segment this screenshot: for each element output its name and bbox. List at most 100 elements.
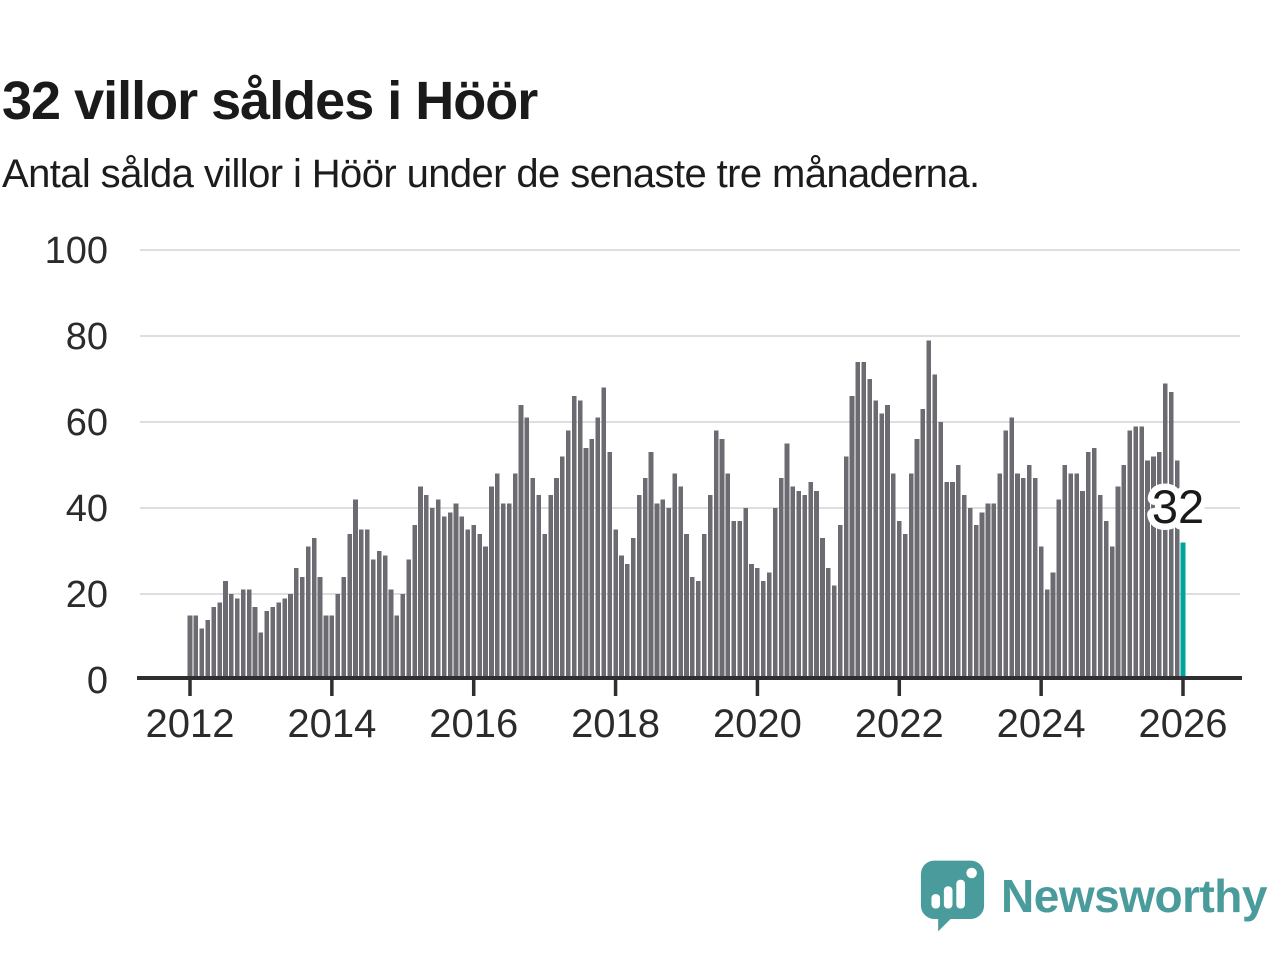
bar xyxy=(713,430,719,680)
bar xyxy=(755,568,760,680)
bar xyxy=(506,503,512,680)
x-axis-label-2022: 2022 xyxy=(855,702,944,746)
bar xyxy=(323,615,329,680)
bar xyxy=(554,477,559,680)
bar xyxy=(831,585,837,680)
bar xyxy=(270,606,276,680)
bar xyxy=(973,525,979,680)
x-tick-2014 xyxy=(330,680,334,696)
bar xyxy=(1050,572,1056,680)
bar xyxy=(453,503,459,680)
bar xyxy=(826,568,831,680)
bar xyxy=(536,495,542,680)
x-axis-label-2024: 2024 xyxy=(997,702,1086,746)
bar xyxy=(1003,430,1008,680)
gridline-y20 xyxy=(140,593,1240,595)
bar xyxy=(400,594,406,680)
x-tick-2024 xyxy=(1039,680,1043,696)
bar xyxy=(282,598,287,680)
bar xyxy=(223,581,228,680)
y-axis-label-0: 0 xyxy=(87,660,108,702)
bar xyxy=(234,598,240,680)
bar xyxy=(205,619,211,680)
bar xyxy=(264,611,270,680)
x-tick-2016 xyxy=(471,680,476,696)
bar xyxy=(394,615,400,680)
bar xyxy=(388,589,394,680)
bar xyxy=(518,404,524,680)
bar xyxy=(625,563,630,680)
y-axis-label-40: 40 xyxy=(66,488,108,530)
bar xyxy=(642,477,648,680)
bar xyxy=(305,546,311,680)
bar xyxy=(707,495,713,680)
bar xyxy=(217,602,222,680)
bar xyxy=(1027,465,1032,680)
bar xyxy=(932,374,938,680)
latest-value-label: 32 xyxy=(1152,480,1204,533)
bar xyxy=(435,499,441,680)
bar xyxy=(962,495,967,680)
bar xyxy=(317,576,323,680)
bar xyxy=(944,482,949,680)
bar xyxy=(1021,477,1026,680)
x-tick-2012 xyxy=(188,680,192,696)
bar xyxy=(187,615,193,680)
bar xyxy=(985,503,991,680)
bar xyxy=(276,602,281,680)
bar xyxy=(577,400,583,680)
bar xyxy=(660,499,666,680)
bar xyxy=(696,581,701,680)
bar xyxy=(855,361,861,680)
newsworthy-bar-chart-bubble-icon xyxy=(920,860,985,932)
x-axis-label-2012: 2012 xyxy=(146,702,235,746)
bar xyxy=(548,495,553,680)
bar xyxy=(335,594,341,680)
bar xyxy=(382,555,388,680)
bar xyxy=(1038,546,1044,680)
bar xyxy=(772,508,778,680)
bar xyxy=(902,533,908,680)
bar xyxy=(418,486,423,680)
bar xyxy=(719,439,725,680)
bar xyxy=(560,456,565,680)
bar xyxy=(430,508,435,680)
bar xyxy=(565,430,571,680)
bar xyxy=(1080,490,1085,680)
gridline-y60 xyxy=(140,421,1240,423)
bar xyxy=(873,400,878,680)
bar xyxy=(376,551,382,680)
x-axis-label-2014: 2014 xyxy=(287,702,376,746)
y-axis-label-20: 20 xyxy=(66,574,108,616)
bar xyxy=(784,443,790,680)
bar xyxy=(1151,456,1156,680)
bar xyxy=(1139,426,1144,680)
bar xyxy=(489,486,494,680)
x-axis-label-2026: 2026 xyxy=(1139,702,1228,746)
bar xyxy=(938,422,943,680)
bar xyxy=(483,546,488,680)
bar xyxy=(601,387,607,680)
bar xyxy=(613,529,618,680)
bar xyxy=(743,508,748,680)
bar xyxy=(1097,495,1103,680)
bar xyxy=(737,520,742,680)
bar xyxy=(1032,477,1038,680)
bar xyxy=(684,533,689,680)
bar xyxy=(766,572,772,680)
bar xyxy=(997,473,1003,680)
bar xyxy=(666,508,672,680)
bar xyxy=(725,473,731,680)
bar xyxy=(329,615,335,680)
bar xyxy=(571,396,577,680)
bar xyxy=(636,495,642,680)
bar xyxy=(914,439,920,680)
bar xyxy=(1056,499,1062,680)
bar xyxy=(1015,473,1020,680)
bar xyxy=(967,508,973,680)
logo-wordmark: Newsworthy xyxy=(1001,870,1267,922)
bar xyxy=(1157,452,1162,680)
bar xyxy=(406,559,411,680)
bar xyxy=(1044,589,1050,680)
